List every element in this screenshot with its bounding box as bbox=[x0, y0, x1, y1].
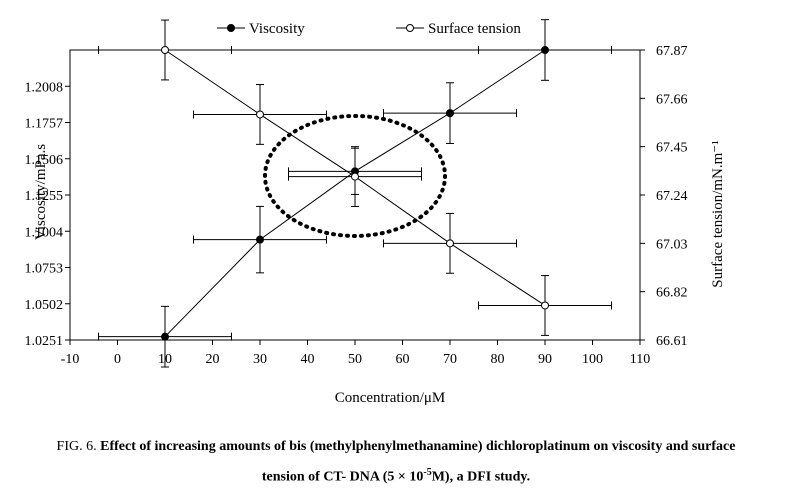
x-tick-label: 60 bbox=[396, 352, 410, 367]
figure-caption: FIG. 6. Effect of increasing amounts of … bbox=[0, 434, 792, 491]
y-right-tick-label: 67.03 bbox=[656, 237, 688, 252]
y-right-tick-label: 67.66 bbox=[656, 92, 688, 107]
caption-text-2b: M), a DFI study. bbox=[431, 469, 531, 485]
surface-tension-point bbox=[446, 239, 454, 248]
y-left-tick-label: 1.0251 bbox=[25, 334, 64, 349]
surface-tension-point bbox=[351, 172, 359, 181]
y-right-tick-label: 67.24 bbox=[656, 189, 688, 204]
viscosity-point bbox=[446, 109, 454, 118]
y-left-tick-label: 1.1757 bbox=[25, 117, 64, 132]
legend-viscosity-marker bbox=[227, 24, 235, 32]
surface-tension-point bbox=[541, 301, 549, 310]
x-tick-label: 80 bbox=[491, 352, 505, 367]
y-left-axis-title: Viscosity/mPa.s bbox=[33, 144, 49, 240]
y-left-tick-label: 1.0753 bbox=[25, 262, 64, 277]
y-left-tick-label: 1.1255 bbox=[25, 189, 64, 204]
x-tick-label: 110 bbox=[630, 352, 650, 367]
y-right-tick-label: 66.61 bbox=[656, 334, 688, 349]
y-left-tick-label: 1.1004 bbox=[25, 225, 64, 240]
x-tick-label: 40 bbox=[301, 352, 315, 367]
legend-viscosity-label: Viscosity bbox=[249, 21, 305, 37]
viscosity-point bbox=[161, 332, 169, 341]
surface-tension-point bbox=[161, 46, 169, 54]
caption-superscript: -5 bbox=[423, 467, 432, 478]
chart: Viscosity Surface tension -10 0 10 20 30 40 50… bbox=[25, 19, 726, 406]
y-right-tick-label: 66.82 bbox=[656, 286, 688, 301]
x-tick-label: 100 bbox=[582, 352, 603, 367]
y-right-tick-label: 67.87 bbox=[656, 44, 688, 59]
surface-tension-point bbox=[256, 110, 264, 119]
caption-label: FIG. 6. bbox=[56, 439, 97, 454]
y-right-axis-title: Surface tension/mN.m⁻¹ bbox=[710, 140, 726, 287]
dotted-ellipse-annotation bbox=[263, 113, 447, 238]
legend-surface-tension-label: Surface tension bbox=[428, 21, 521, 37]
y-left-tick-label: 1.2008 bbox=[25, 80, 64, 95]
tick-layer: -10 0 10 20 30 40 50 60 70 80 90 100 110 1.0251 1.0502… bbox=[25, 44, 688, 367]
viscosity-point bbox=[256, 235, 264, 244]
y-left-tick-label: 1.1506 bbox=[25, 153, 64, 168]
x-tick-label: 30 bbox=[253, 352, 267, 367]
x-tick-label: 70 bbox=[443, 352, 457, 367]
x-tick-label: -10 bbox=[61, 352, 80, 367]
series-layer bbox=[98, 19, 612, 368]
caption-line-1: FIG. 6. Effect of increasing amounts of … bbox=[0, 434, 792, 460]
caption-text-1: Effect of increasing amounts of bis (met… bbox=[100, 439, 736, 454]
x-tick-label: 0 bbox=[114, 352, 121, 367]
y-left-tick-label: 1.0502 bbox=[25, 298, 64, 313]
x-axis-title: Concentration/μM bbox=[335, 390, 446, 406]
viscosity-point bbox=[541, 46, 549, 54]
x-tick-label: 10 bbox=[158, 352, 172, 367]
caption-text-2a: tension of CT- DNA (5 × 10 bbox=[261, 469, 424, 485]
x-tick-label: 90 bbox=[538, 352, 552, 367]
caption-line-2: tension of CT- DNA (5 × 10-5M), a DFI st… bbox=[0, 460, 792, 491]
annotation-layer bbox=[263, 113, 447, 238]
y-right-tick-label: 67.45 bbox=[656, 141, 688, 156]
x-tick-label: 20 bbox=[206, 352, 220, 367]
x-tick-label: 50 bbox=[348, 352, 362, 367]
legend-surface-tension-marker bbox=[406, 24, 414, 32]
legend: Viscosity Surface tension bbox=[217, 21, 521, 37]
